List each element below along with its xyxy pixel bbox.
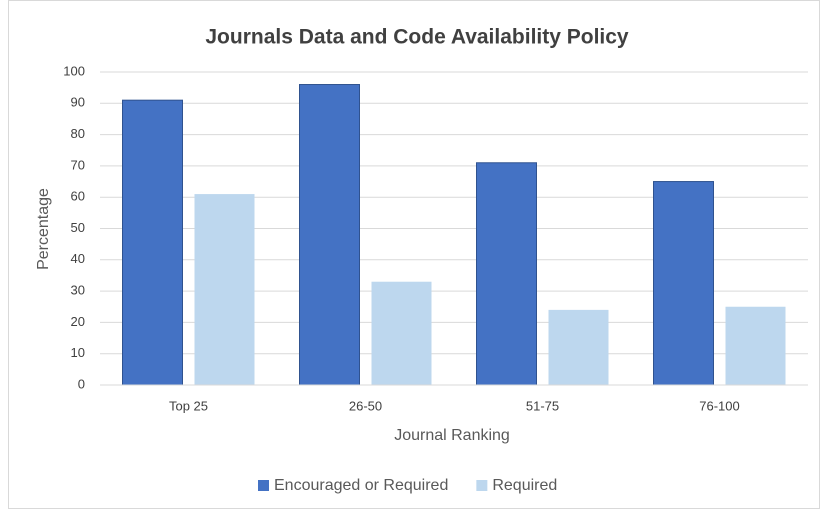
y-tick-label: 30: [71, 283, 85, 298]
legend-label: Required: [492, 477, 557, 494]
chart-title: Journals Data and Code Availability Poli…: [205, 26, 629, 49]
y-tick-label: 60: [71, 189, 85, 204]
y-tick-label: 10: [71, 345, 85, 360]
bar: [548, 309, 609, 385]
y-tick-label: 40: [71, 251, 85, 266]
y-tick-label: 90: [71, 95, 85, 110]
bar: [476, 162, 537, 386]
y-tick-label: 20: [71, 314, 85, 329]
legend-swatch: [258, 480, 269, 491]
legend-swatch: [476, 480, 488, 491]
bar: [194, 194, 255, 385]
x-tick-label: 51-75: [526, 398, 559, 413]
x-tick-label: 76-100: [699, 398, 739, 413]
x-tick-label: Top 25: [169, 398, 208, 413]
y-tick-label: 70: [71, 157, 85, 172]
bar: [299, 84, 360, 386]
y-tick-label: 50: [71, 220, 85, 235]
x-axis-label: Journal Ranking: [394, 427, 510, 444]
y-tick-label: 100: [63, 63, 85, 78]
y-tick-label: 80: [71, 126, 85, 141]
bar: [725, 306, 786, 385]
bar: [371, 281, 432, 385]
y-axis-label: Percentage: [35, 188, 52, 270]
x-tick-label: 26-50: [349, 398, 382, 413]
legend-label: Encouraged or Required: [274, 477, 448, 494]
y-tick-label: 0: [78, 376, 85, 391]
bar: [653, 181, 714, 386]
bar: [122, 99, 183, 386]
